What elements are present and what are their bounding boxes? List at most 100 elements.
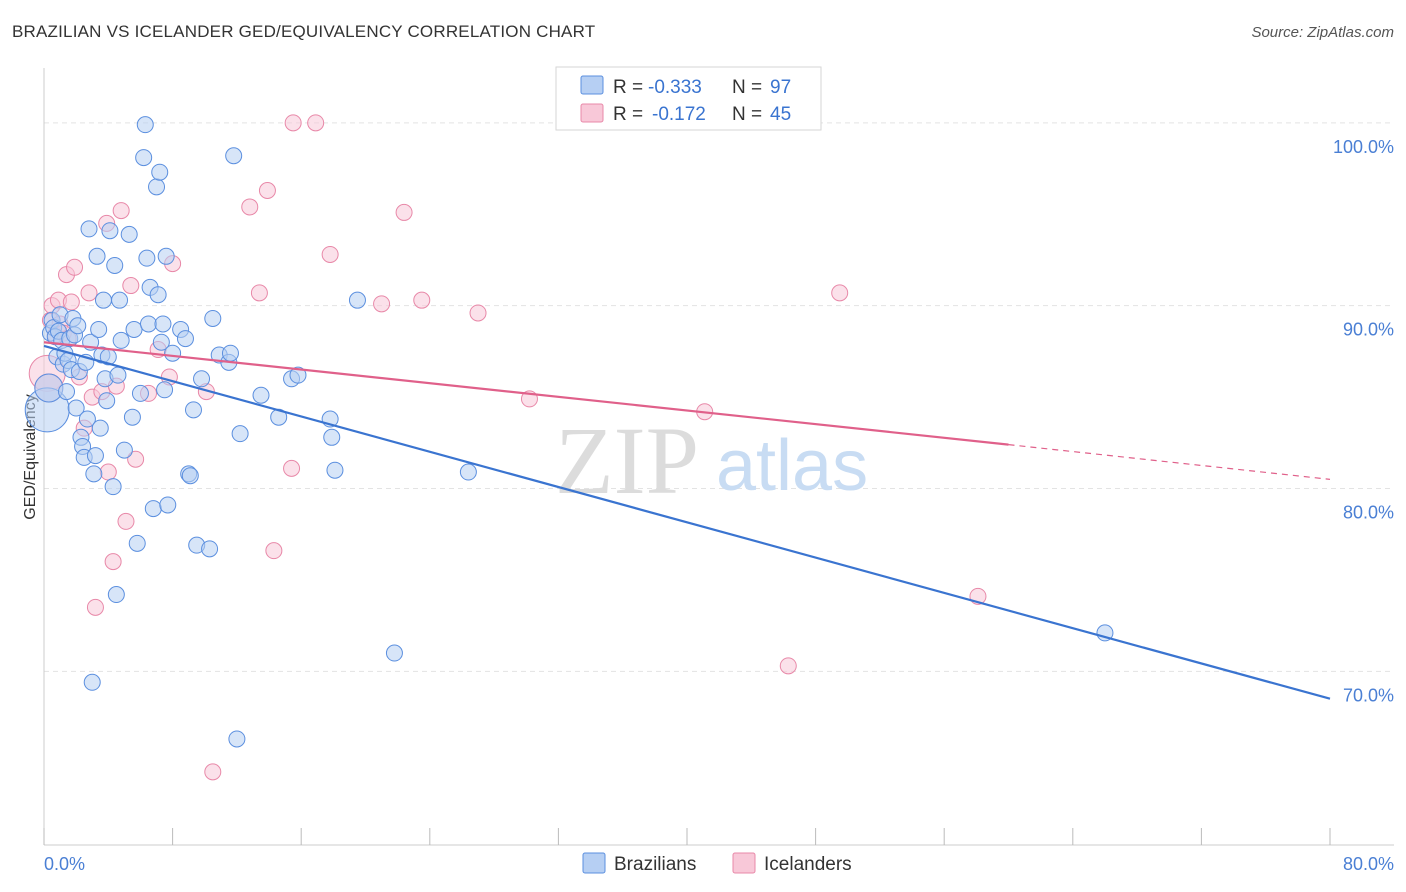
- icelanders-point: [265, 542, 283, 560]
- legend-swatch-icelanders: [580, 103, 604, 123]
- brazilians-point: [225, 147, 243, 165]
- icelanders-point: [284, 114, 302, 132]
- icelanders-point: [258, 181, 276, 199]
- legend-swatch-brazilians: [580, 75, 604, 95]
- brazilians-point: [159, 496, 177, 514]
- brazilians-trend-line: [43, 344, 1331, 700]
- brazilians-point: [120, 225, 138, 243]
- brazilians-point: [69, 317, 87, 335]
- icelanders-point: [117, 512, 135, 530]
- chart-title: BRAZILIAN VS ICELANDER GED/EQUIVALENCY C…: [12, 22, 596, 41]
- icelanders-point: [321, 245, 339, 263]
- brazilians-point: [78, 410, 96, 428]
- y-tick-label: 80.0%: [1343, 502, 1394, 522]
- legend: R = -0.333 N = 97 R = -0.172 N = 45: [555, 66, 822, 131]
- brazilians-point: [184, 401, 202, 419]
- brazilians-point: [94, 291, 112, 309]
- icelanders-point: [112, 202, 130, 220]
- brazilians-point: [86, 447, 104, 465]
- watermark-atlas: atlas: [716, 426, 868, 506]
- brazilians-point: [164, 344, 182, 362]
- brazilians-point: [67, 399, 85, 417]
- legend-n-label-icelanders: N =: [732, 104, 762, 125]
- brazilians-point: [201, 540, 219, 558]
- brazilians-point: [221, 344, 239, 362]
- trend-lines: [43, 341, 1331, 700]
- brazilians-point: [125, 320, 143, 338]
- icelanders-point: [66, 258, 84, 276]
- legend-r-value-icelanders: -0.172: [652, 104, 706, 125]
- brazilians-point: [90, 320, 108, 338]
- brazilians-point: [138, 249, 156, 267]
- brazilians-point: [109, 366, 127, 384]
- legend-n-label-brazilians: N =: [732, 77, 762, 98]
- icelanders-point: [831, 284, 849, 302]
- icelanders-point: [250, 284, 268, 302]
- icelanders-point: [80, 284, 98, 302]
- brazilians-point: [385, 644, 403, 662]
- brazilians-point: [154, 315, 172, 333]
- brazilians-point: [176, 330, 194, 348]
- brazilians-point: [348, 291, 366, 309]
- icelanders-point: [373, 295, 391, 313]
- brazilians-point: [58, 383, 76, 401]
- brazilians-point: [139, 315, 157, 333]
- axes: [43, 68, 1394, 846]
- y-tick-label: 70.0%: [1343, 685, 1394, 705]
- x-tick-label-max: 80.0%: [1343, 854, 1394, 874]
- icelanders-point: [204, 763, 222, 781]
- brazilians-point: [231, 425, 249, 443]
- brazilians-point: [323, 428, 341, 446]
- brazilians-point: [181, 467, 199, 485]
- brazilians-point: [106, 256, 124, 274]
- brazilians-point: [128, 534, 146, 552]
- icelanders-point: [395, 203, 413, 221]
- y-tick-label: 90.0%: [1343, 320, 1394, 340]
- brazilians-point: [151, 163, 169, 181]
- icelanders-point: [86, 598, 104, 616]
- icelanders-point: [127, 450, 145, 468]
- legend-r-value-brazilians: -0.333: [648, 77, 702, 98]
- brazilians-point: [107, 586, 125, 604]
- brazilians-point: [80, 220, 98, 238]
- icelanders-point: [122, 277, 140, 295]
- brazilians-point: [34, 373, 64, 403]
- bottom-legend-swatch-icelanders: [732, 852, 756, 874]
- x-tick-label-min: 0.0%: [44, 854, 85, 874]
- brazilians-point: [136, 116, 154, 134]
- brazilians-point: [101, 222, 119, 240]
- brazilians-point: [135, 149, 153, 167]
- brazilians-point: [98, 392, 116, 410]
- x-ticks: [43, 828, 1331, 845]
- icelanders-trend-extension: [1008, 444, 1331, 480]
- brazilians-point: [88, 247, 106, 265]
- brazilians-point: [111, 291, 129, 309]
- brazilians-points: [24, 116, 1114, 748]
- icelanders-point: [413, 291, 431, 309]
- bottom-legend-swatch-brazilians: [582, 852, 606, 874]
- brazilians-point: [252, 386, 270, 404]
- icelanders-point: [283, 459, 301, 477]
- source-label: Source: ZipAtlas.com: [1251, 24, 1394, 41]
- brazilians-point: [104, 478, 122, 496]
- icelanders-point: [99, 463, 117, 481]
- brazilians-point: [152, 333, 170, 351]
- icelanders-point: [779, 657, 797, 675]
- icelanders-point: [104, 553, 122, 571]
- brazilians-point: [204, 309, 222, 327]
- brazilians-point: [156, 381, 174, 399]
- icelanders-point: [469, 304, 487, 322]
- watermark-zip: ZIP: [555, 407, 699, 514]
- brazilians-point: [289, 366, 307, 384]
- y-tick-labels: 100.0% 90.0% 80.0% 70.0%: [1333, 137, 1394, 705]
- brazilians-point: [326, 461, 344, 479]
- brazilians-point: [85, 465, 103, 483]
- icelanders-point: [62, 293, 80, 311]
- brazilians-point: [149, 286, 167, 304]
- brazilians-point: [112, 331, 130, 349]
- brazilians-point: [148, 178, 166, 196]
- brazilians-point: [91, 419, 109, 437]
- brazilians-point: [123, 408, 141, 426]
- bottom-legend-label-icelanders: Icelanders: [764, 854, 852, 875]
